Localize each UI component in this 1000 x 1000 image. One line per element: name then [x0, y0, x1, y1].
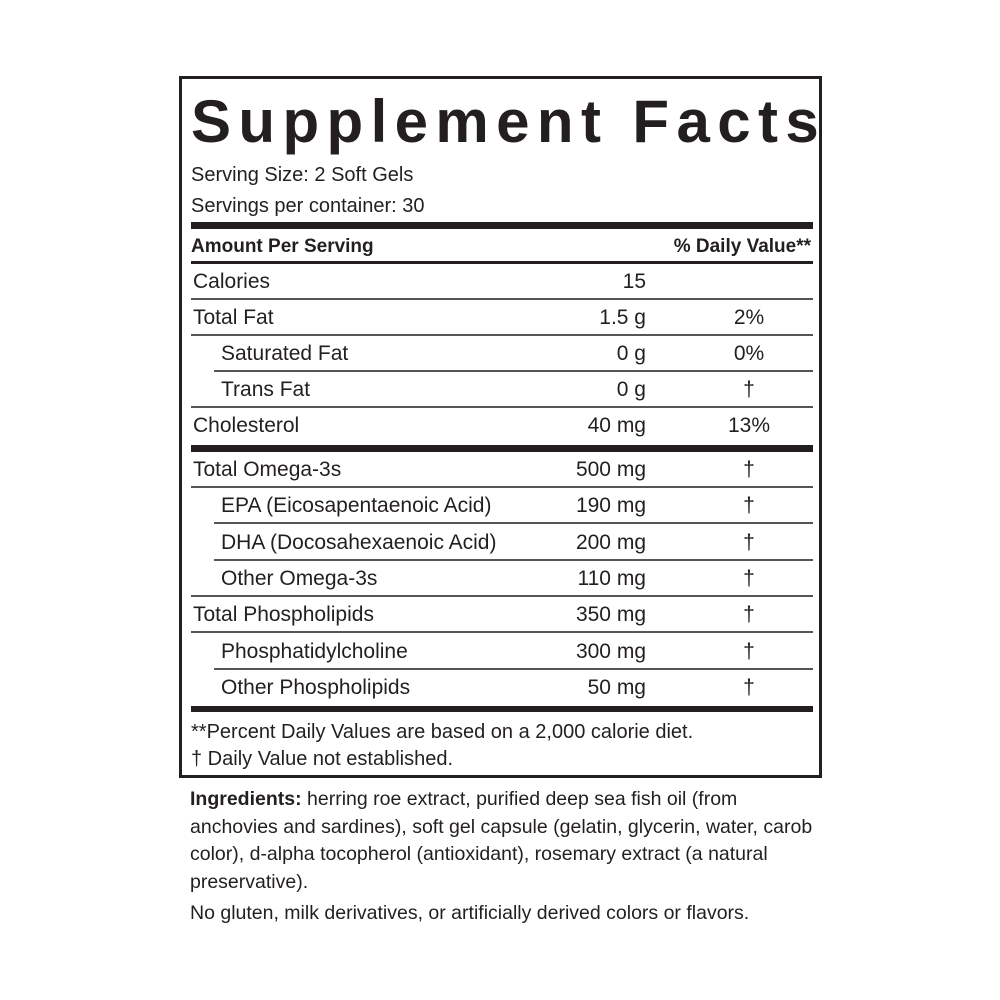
nutrient-dv: † — [743, 603, 755, 626]
nutrient-amount: 300 mg — [575, 640, 646, 663]
nutrient-amount: 0 g — [616, 378, 646, 401]
nutrient-row: Trans Fat 0 g † — [191, 372, 813, 408]
nutrient-row: DHA (Docosahexaenoic Acid) 200 mg † — [191, 525, 813, 561]
amount-header: Amount Per Serving — [191, 236, 374, 257]
nutrient-label: Phosphatidylcholine — [221, 640, 408, 663]
nutrient-amount: 0 g — [616, 342, 646, 365]
nutrient-amount: 15 — [622, 270, 646, 293]
row-divider — [191, 486, 813, 488]
nutrient-amount: 500 mg — [575, 458, 646, 481]
panel-title: Supplement Facts — [191, 88, 827, 155]
nutrient-dv: † — [743, 458, 755, 481]
nutrient-row: Phosphatidylcholine 300 mg † — [191, 634, 813, 670]
nutrient-row: Total Omega-3s 500 mg † — [191, 452, 813, 488]
row-divider — [191, 334, 813, 336]
nutrient-row: Total Phospholipids 350 mg † — [191, 597, 813, 633]
supplement-facts-panel: Supplement Facts Serving Size: 2 Soft Ge… — [179, 76, 822, 778]
ingredients-text: herring roe extract, purified deep sea f… — [190, 788, 813, 893]
row-divider — [214, 668, 813, 670]
row-divider — [191, 595, 813, 597]
servings-per-container: Servings per container: 30 — [191, 195, 425, 217]
nutrient-row: Other Omega-3s 110 mg † — [191, 561, 813, 597]
nutrient-row: Cholesterol 40 mg 13% — [191, 408, 813, 444]
nutrient-label: Other Omega-3s — [221, 567, 378, 590]
daily-value-header: % Daily Value** — [673, 236, 811, 257]
nutrient-label: Total Omega-3s — [193, 458, 342, 481]
nutrient-dv: 13% — [727, 414, 771, 437]
footnote-dagger: † Daily Value not established. — [191, 748, 454, 770]
column-header: Amount Per Serving % Daily Value** — [191, 235, 811, 259]
footnote-daily-values: **Percent Daily Values are based on a 2,… — [191, 721, 694, 743]
nutrient-label: Cholesterol — [193, 414, 300, 437]
row-divider — [191, 406, 813, 408]
nutrient-amount: 110 mg — [577, 567, 647, 590]
nutrient-row: Saturated Fat 0 g 0% — [191, 336, 813, 372]
nutrient-label: Calories — [193, 270, 271, 293]
nutrient-amount: 190 mg — [575, 494, 646, 517]
nutrient-amount: 50 mg — [587, 676, 646, 699]
nutrient-dv: † — [743, 676, 755, 699]
ingredients: Ingredients: herring roe extract, purifi… — [190, 786, 830, 896]
nutrient-label: Saturated Fat — [221, 342, 349, 365]
nutrient-row: Calories 15 — [191, 264, 813, 300]
nutrient-amount: 40 mg — [587, 414, 646, 437]
nutrient-dv: † — [743, 494, 755, 517]
nutrient-label: Total Phospholipids — [193, 603, 374, 626]
header-divider — [191, 261, 813, 264]
row-divider — [214, 559, 813, 561]
nutrient-label: Other Phospholipids — [221, 676, 411, 699]
nutrient-dv: 2% — [733, 306, 765, 329]
nutrient-amount: 350 mg — [575, 603, 646, 626]
nutrient-label: Total Fat — [193, 306, 274, 329]
nutrient-dv: † — [743, 640, 755, 663]
row-divider — [214, 522, 813, 524]
allergen-note: No gluten, milk derivatives, or artifici… — [190, 902, 750, 924]
nutrient-dv: † — [743, 378, 755, 401]
nutrient-label: EPA (Eicosapentaenoic Acid) — [221, 494, 492, 517]
row-divider — [191, 631, 813, 633]
nutrient-label: Trans Fat — [221, 378, 311, 401]
serving-size: Serving Size: 2 Soft Gels — [191, 164, 414, 186]
row-divider — [191, 298, 813, 300]
ingredients-label: Ingredients: — [190, 788, 302, 810]
nutrient-row: Other Phospholipids 50 mg † — [191, 670, 813, 706]
nutrient-dv: † — [743, 531, 755, 554]
thick-divider — [191, 445, 813, 452]
thick-divider — [191, 706, 813, 712]
nutrient-row: Total Fat 1.5 g 2% — [191, 300, 813, 336]
nutrient-row: EPA (Eicosapentaenoic Acid) 190 mg † — [191, 488, 813, 524]
nutrient-dv: † — [743, 567, 755, 590]
nutrient-amount: 200 mg — [575, 531, 646, 554]
nutrient-label: DHA (Docosahexaenoic Acid) — [221, 531, 497, 554]
thick-divider — [191, 222, 813, 229]
nutrient-amount: 1.5 g — [599, 306, 646, 329]
nutrient-dv: 0% — [733, 342, 765, 365]
row-divider — [214, 370, 813, 372]
